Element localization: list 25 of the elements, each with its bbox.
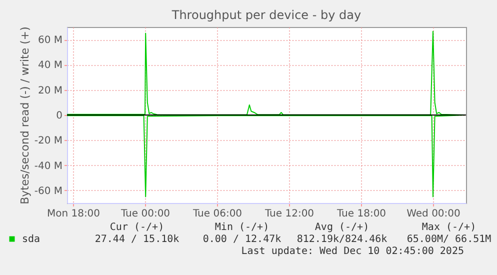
x-tick-label: Tue 00:00 (120, 208, 170, 220)
x-tick-label: Wed 00:00 (406, 208, 460, 220)
y-tick-label: -40 M (34, 160, 62, 172)
y-tick-label: 0 (56, 110, 62, 122)
y-tick-label: 20 M (38, 85, 62, 96)
text: Avg (-/+) (314, 222, 370, 233)
x-tick-label: Mon 18:00 (46, 208, 100, 220)
y-tick-label: -60 M (34, 186, 62, 197)
y-tick-label: -20 M (34, 136, 62, 147)
text: 65.00M/ 66.51M (406, 234, 492, 245)
y-axis-title: Bytes/second read (-) / write (+) (18, 26, 32, 204)
chart-title: Throughput per device - by day (170, 8, 362, 22)
y-tick-label: 60 M (38, 35, 62, 46)
x-tick-label: Tue 12:00 (264, 208, 314, 220)
legend-label: sda (22, 234, 40, 245)
y-tick-label: 40 M (38, 60, 62, 72)
text: 0.00 / 12.47k (202, 234, 282, 245)
text: 812.19k/824.46k (296, 234, 388, 245)
text: 27.44 / 15.10k (94, 234, 180, 245)
text: Min (-/+) (214, 222, 270, 233)
x-tick-label: Tue 06:00 (192, 208, 242, 220)
x-tick-label: Tue 18:00 (336, 208, 386, 220)
text: Last update: Wed Dec 10 02:45:00 2025 (241, 246, 464, 257)
text: Cur (-/+) (110, 222, 164, 233)
text: Max (-/+) (422, 222, 476, 233)
